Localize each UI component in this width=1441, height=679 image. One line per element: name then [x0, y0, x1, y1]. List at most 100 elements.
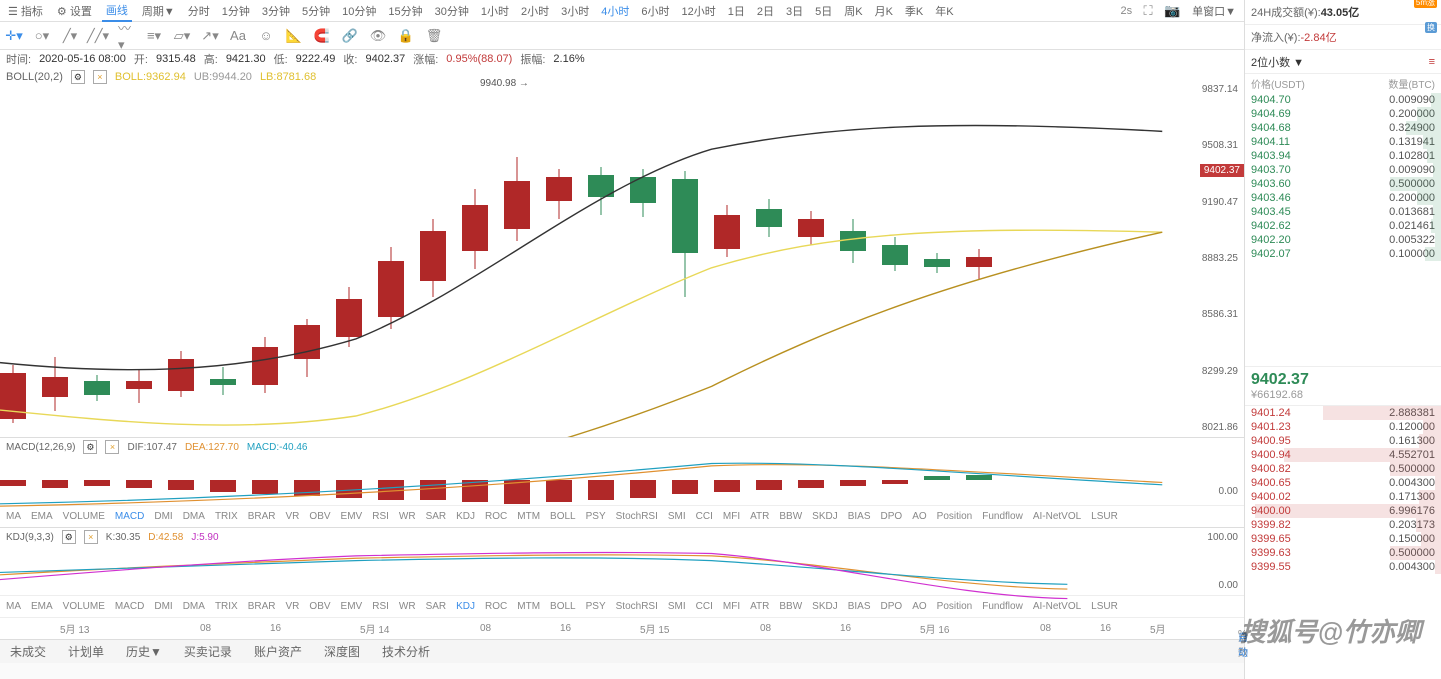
orderbook-row[interactable]: 9402.620.021461	[1245, 219, 1441, 233]
period-年K[interactable]: 年K	[932, 1, 956, 21]
indicator-LSUR[interactable]: LSUR	[1091, 601, 1118, 612]
orderbook-row[interactable]: 9399.630.500000	[1245, 546, 1441, 560]
orderbook-row[interactable]: 9400.020.171300	[1245, 490, 1441, 504]
kdj-chart[interactable]: KDJ(9,3,3) ⚙ × K:30.35 D:42.58 J:5.90 10…	[0, 527, 1244, 595]
boll-close-icon[interactable]: ×	[93, 70, 107, 84]
period-6小时[interactable]: 6小时	[638, 1, 672, 21]
indicator-SKDJ[interactable]: SKDJ	[812, 601, 838, 612]
kdj-settings-icon[interactable]: ⚙	[62, 530, 76, 544]
indicator-StochRSI[interactable]: StochRSI	[616, 601, 658, 612]
orderbook-row[interactable]: 9400.650.004300	[1245, 476, 1441, 490]
indicator-SMI[interactable]: SMI	[668, 601, 686, 612]
indicator-SAR[interactable]: SAR	[426, 511, 447, 522]
orderbook-row[interactable]: 9402.200.005322	[1245, 233, 1441, 247]
period-5日[interactable]: 5日	[812, 1, 835, 21]
indicator-Fundflow[interactable]: Fundflow	[982, 601, 1023, 612]
tab-账户资产[interactable]: 账户资产	[244, 639, 312, 664]
indicator-BRAR[interactable]: BRAR	[248, 601, 276, 612]
kdj-close-icon[interactable]: ×	[84, 530, 98, 544]
orderbook-row[interactable]: 9404.690.200000	[1245, 107, 1441, 121]
tab-历史▼[interactable]: 历史▼	[116, 639, 172, 664]
tab-未成交[interactable]: 未成交	[0, 639, 56, 664]
indicator-MFI[interactable]: MFI	[723, 511, 740, 522]
indicator-BIAS[interactable]: BIAS	[848, 511, 871, 522]
tab-深度图[interactable]: 深度图	[314, 639, 370, 664]
orderbook-row[interactable]: 9399.650.150000	[1245, 532, 1441, 546]
indicator-KDJ[interactable]: KDJ	[456, 601, 475, 612]
indicator-MACD[interactable]: MACD	[115, 511, 144, 522]
indicator-DMA[interactable]: DMA	[183, 601, 205, 612]
line-icon[interactable]: ╱▾	[62, 28, 78, 44]
period-3分钟[interactable]: 3分钟	[259, 1, 293, 21]
link-icon[interactable]: 🔗	[342, 28, 358, 44]
indicator-CCI[interactable]: CCI	[696, 601, 713, 612]
indicator-PSY[interactable]: PSY	[586, 601, 606, 612]
period-1分钟[interactable]: 1分钟	[219, 1, 253, 21]
indicator-WR[interactable]: WR	[399, 601, 416, 612]
indicator-ATR[interactable]: ATR	[750, 601, 769, 612]
indicator-MA[interactable]: MA	[6, 601, 21, 612]
orderbook-row[interactable]: 9404.110.131941	[1245, 135, 1441, 149]
indicator-EMA[interactable]: EMA	[31, 511, 53, 522]
wave-icon[interactable]: 〰▾	[118, 28, 134, 44]
orderbook-row[interactable]: 9403.600.500000	[1245, 177, 1441, 191]
tab-计划单[interactable]: 计划单	[58, 639, 114, 664]
indicator-VR[interactable]: VR	[286, 601, 300, 612]
indicator-MA[interactable]: MA	[6, 511, 21, 522]
indicator-RSI[interactable]: RSI	[372, 601, 389, 612]
orderbook-row[interactable]: 9400.820.500000	[1245, 462, 1441, 476]
decimals-select[interactable]: 2位小数 ▼	[1251, 54, 1304, 70]
indicator-AO[interactable]: AO	[912, 601, 926, 612]
indicator-AI-NetVOL[interactable]: AI-NetVOL	[1033, 601, 1081, 612]
indicator-OBV[interactable]: OBV	[309, 511, 330, 522]
indicator-DPO[interactable]: DPO	[881, 601, 903, 612]
boll-settings-icon[interactable]: ⚙	[71, 70, 85, 84]
orderbook-row[interactable]: 9400.944.552701	[1245, 448, 1441, 462]
period-15分钟[interactable]: 15分钟	[385, 1, 425, 21]
indicator-SMI[interactable]: SMI	[668, 511, 686, 522]
indicator-VR[interactable]: VR	[286, 511, 300, 522]
auto-btn[interactable]: 自动	[1238, 629, 1248, 659]
macd-chart[interactable]: MACD(12,26,9) ⚙ × DIF:107.47 DEA:127.70 …	[0, 437, 1244, 505]
indicator-DMI[interactable]: DMI	[154, 511, 172, 522]
indicator-Position[interactable]: Position	[937, 511, 973, 522]
indicator-EMV[interactable]: EMV	[341, 511, 363, 522]
period-label[interactable]: 周期▼	[138, 1, 179, 21]
period-10分钟[interactable]: 10分钟	[339, 1, 379, 21]
fullscreen-icon[interactable]: ⛶	[1140, 3, 1156, 19]
indicator-PSY[interactable]: PSY	[586, 511, 606, 522]
indicator-KDJ[interactable]: KDJ	[456, 511, 475, 522]
indicator-LSUR[interactable]: LSUR	[1091, 511, 1118, 522]
period-2日[interactable]: 2日	[754, 1, 777, 21]
orderbook-row[interactable]: 9402.070.100000	[1245, 247, 1441, 261]
indicator-Fundflow[interactable]: Fundflow	[982, 511, 1023, 522]
indicator-DMA[interactable]: DMA	[183, 511, 205, 522]
indicator-MTM[interactable]: MTM	[517, 511, 540, 522]
indicator-RSI[interactable]: RSI	[372, 511, 389, 522]
orderbook-row[interactable]: 9404.700.009090	[1245, 93, 1441, 107]
indicator-BRAR[interactable]: BRAR	[248, 511, 276, 522]
orderbook-row[interactable]: 9404.680.324900	[1245, 121, 1441, 135]
main-chart[interactable]: BOLL(20,2) ⚙ × BOLL:9362.94 UB:9944.20 L…	[0, 68, 1244, 437]
eye-icon[interactable]: 👁	[370, 28, 386, 44]
indicator-Position[interactable]: Position	[937, 601, 973, 612]
tab-买卖记录[interactable]: 买卖记录	[174, 639, 242, 664]
lock-icon[interactable]: 🔒	[398, 28, 414, 44]
indicator-DMI[interactable]: DMI	[154, 601, 172, 612]
orderbook-row[interactable]: 9403.460.200000	[1245, 191, 1441, 205]
cursor-icon[interactable]: ✛▾	[6, 28, 22, 44]
fib-icon[interactable]: ≡▾	[146, 28, 162, 44]
period-周K[interactable]: 周K	[841, 1, 865, 21]
indicator-BBW[interactable]: BBW	[779, 511, 802, 522]
orderbook-row[interactable]: 9403.940.102801	[1245, 149, 1441, 163]
settings-btn[interactable]: ⚙ 设置	[53, 1, 96, 21]
indicator-VOLUME[interactable]: VOLUME	[63, 511, 105, 522]
indicator-ATR[interactable]: ATR	[750, 511, 769, 522]
indicator-EMA[interactable]: EMA	[31, 601, 53, 612]
period-12小时[interactable]: 12小时	[678, 1, 718, 21]
orderbook-row[interactable]: 9403.700.009090	[1245, 163, 1441, 177]
indicator-BBW[interactable]: BBW	[779, 601, 802, 612]
orderbook-row[interactable]: 9401.242.888381	[1245, 406, 1441, 420]
indicator-MTM[interactable]: MTM	[517, 601, 540, 612]
period-30分钟[interactable]: 30分钟	[432, 1, 472, 21]
